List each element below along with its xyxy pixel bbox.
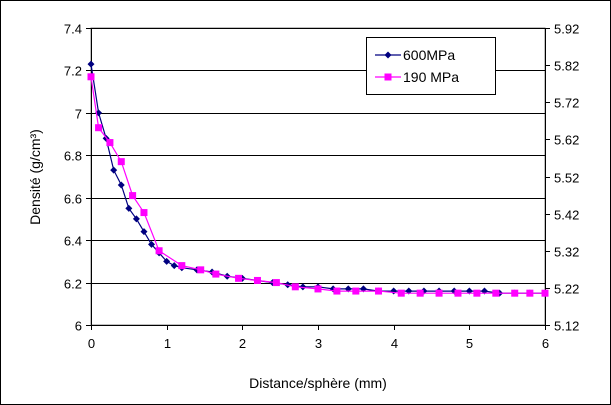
y-axis-title: Densité (g/cm³) [27, 129, 43, 225]
data-point-190mpa [541, 289, 549, 297]
data-point-600mpa [170, 262, 178, 270]
data-point-190mpa [435, 289, 443, 297]
data-point-190mpa [87, 73, 95, 81]
data-point-190mpa [253, 276, 261, 284]
data-point-190mpa [526, 289, 534, 297]
y-tick-label: 6.4 [64, 234, 82, 249]
y-tick-label: 6 [75, 319, 82, 334]
x-tick-label: 5 [466, 336, 473, 351]
x-axis-title: Distance/sphère (mm) [249, 375, 387, 391]
data-point-190mpa [314, 285, 322, 293]
y-tick-label: 7.4 [64, 22, 82, 37]
data-point-190mpa [333, 287, 341, 295]
data-point-190mpa [454, 289, 462, 297]
data-point-600mpa [125, 204, 133, 212]
y-tick-label: 6.8 [64, 149, 82, 164]
data-point-600mpa [163, 257, 171, 265]
data-point-190mpa [473, 289, 481, 297]
x-tick-label: 0 [88, 336, 95, 351]
data-point-600mpa [110, 166, 118, 174]
y-right-tick-label: 5.62 [554, 133, 579, 148]
data-point-190mpa [117, 158, 125, 166]
y-tick-label: 6.2 [64, 277, 82, 292]
y-right-tick-label: 5.12 [554, 319, 579, 334]
data-point-190mpa [106, 139, 114, 147]
y-tick-label: 6.6 [64, 192, 82, 207]
data-point-600mpa [87, 60, 95, 68]
x-tick-label: 6 [542, 336, 549, 351]
data-point-600mpa [140, 228, 148, 236]
data-point-190mpa [129, 192, 137, 200]
legend-marker-diamond-icon [384, 51, 392, 59]
data-point-190mpa [492, 289, 500, 297]
data-point-190mpa [352, 287, 360, 295]
y-right-tick-label: 5.92 [554, 22, 579, 37]
legend-label-1: 190 MPa [403, 69, 459, 85]
y-right-tick-label: 5.42 [554, 208, 579, 223]
x-tick-label: 2 [239, 336, 246, 351]
data-point-190mpa [197, 266, 205, 274]
data-point-190mpa [375, 287, 383, 295]
data-point-190mpa [235, 274, 243, 282]
data-point-190mpa [95, 124, 103, 132]
x-tick-label: 4 [391, 336, 398, 351]
data-point-600mpa [148, 240, 156, 248]
data-point-190mpa [272, 279, 280, 287]
y-right-tick-label: 5.32 [554, 245, 579, 260]
y-right-tick-label: 5.22 [554, 282, 579, 297]
data-point-600mpa [299, 283, 307, 291]
legend-box [366, 37, 496, 95]
data-point-600mpa [117, 181, 125, 189]
y-right-tick-label: 5.52 [554, 171, 579, 186]
data-point-190mpa [416, 289, 424, 297]
data-point-190mpa [140, 209, 148, 217]
x-tick-label: 3 [315, 336, 322, 351]
data-point-190mpa [155, 247, 163, 255]
data-point-190mpa [397, 289, 405, 297]
legend-label-0: 600MPa [403, 47, 455, 63]
y-tick-label: 7.2 [64, 64, 82, 79]
legend-marker-square-icon [384, 73, 392, 81]
data-point-600mpa [132, 215, 140, 223]
data-point-190mpa [511, 289, 519, 297]
x-tick-label: 1 [164, 336, 171, 351]
data-point-190mpa [212, 270, 220, 278]
data-point-190mpa [178, 262, 186, 270]
y-tick-label: 7 [75, 107, 82, 122]
y-right-tick-label: 5.72 [554, 96, 579, 111]
data-point-190mpa [291, 283, 299, 291]
y-right-tick-label: 5.82 [554, 59, 579, 74]
